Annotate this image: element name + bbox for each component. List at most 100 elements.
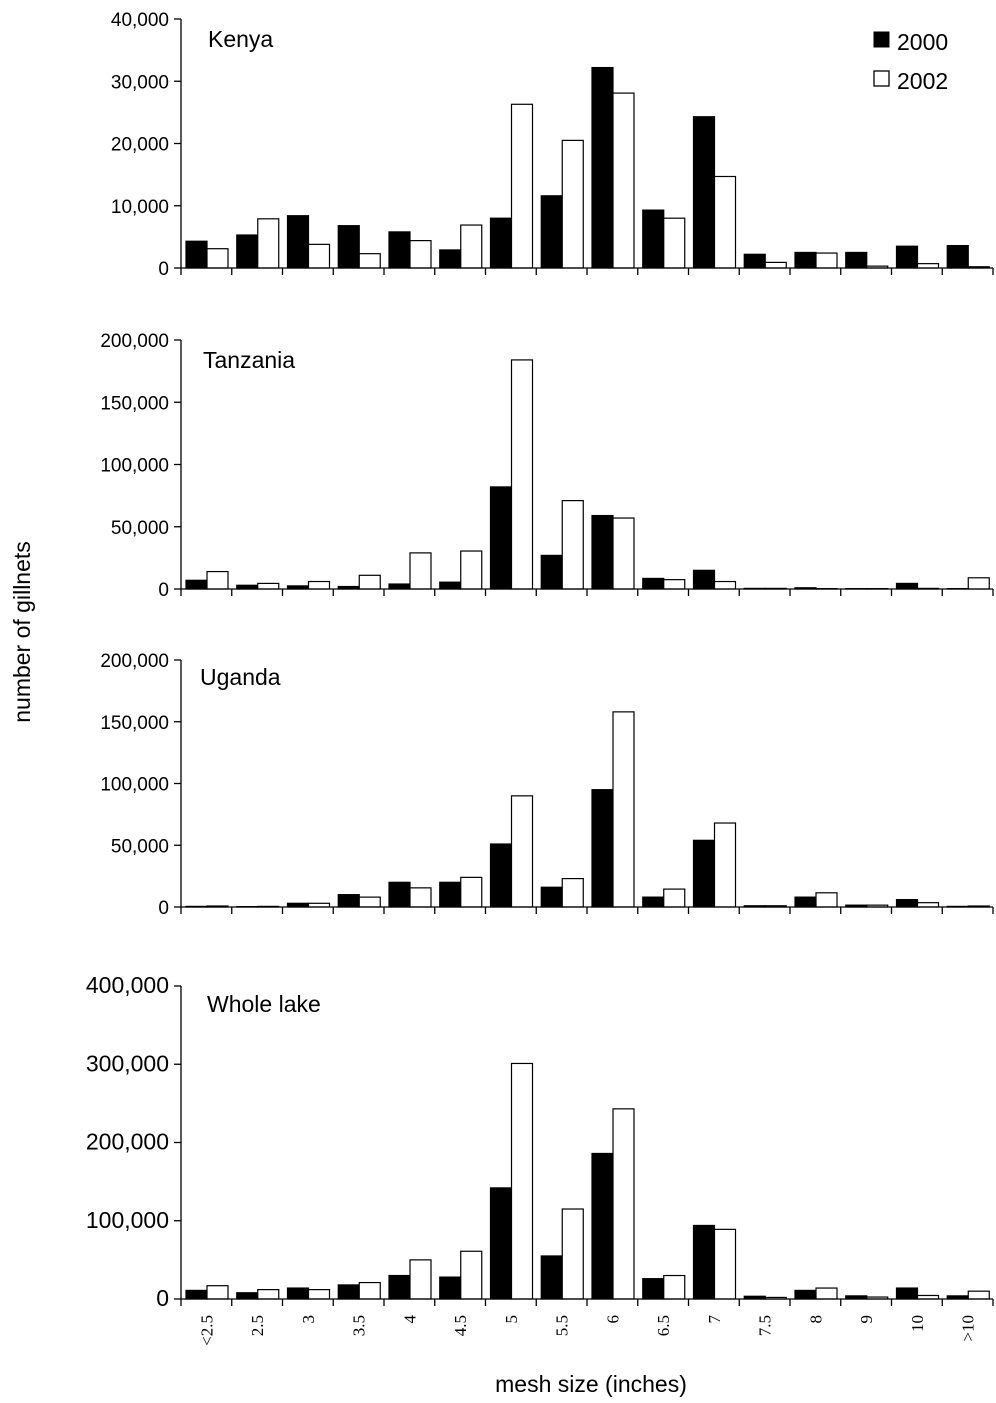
bar-tanzania-2002-gt-10 (967, 577, 990, 590)
bar-kenya-2000-gt-10 (946, 244, 969, 269)
x-category-label: 5.5 (553, 1315, 572, 1336)
bar-uganda-2000-6-5 (642, 896, 665, 908)
bar-tanzania-2000-10 (895, 582, 919, 590)
panel-tanzania: Tanzania 0 50,000 100,000 150,000 200,000 (100, 331, 994, 601)
bar-tanzania-2000-5 (489, 486, 513, 590)
bar-whole-lake-2002-6 (612, 1108, 635, 1300)
panel-kenya: Kenya 0 10,000 20,000 30,000 40,000 (111, 10, 994, 280)
bar-tanzania-2002-4-5 (460, 550, 483, 590)
bar-kenya-2002-7 (713, 175, 737, 269)
bar-tanzania-2000-7 (692, 569, 716, 590)
x-category-label: 9 (857, 1315, 876, 1324)
bar-kenya-2002-5 (510, 103, 534, 269)
bar-uganda-2000-4 (388, 881, 411, 908)
bar-whole-lake-2002-4-5 (460, 1250, 483, 1300)
y-tick-label: 400,000 (86, 972, 169, 998)
bar-kenya-2002-10 (916, 263, 940, 269)
bar-kenya-2002-3-5 (358, 253, 381, 269)
y-tick-label: 0 (156, 1285, 169, 1311)
bar-whole-lake-2000-2-5 (236, 1292, 259, 1300)
x-category-label: 10 (908, 1315, 927, 1332)
bar-kenya-2000-6 (591, 66, 614, 269)
bar-tanzania-2000-4 (388, 583, 411, 590)
bar-tanzania-2002-5 (510, 359, 534, 590)
legend: 2000 2002 (873, 29, 948, 94)
bar-uganda-2000-5 (489, 843, 513, 908)
y-tick-label: 100,000 (100, 775, 169, 796)
bar-tanzania-2000-6-5 (642, 577, 665, 590)
x-category-label: 5 (502, 1315, 521, 1324)
bar-kenya-2000-8 (794, 251, 817, 269)
x-axis-title: mesh size (inches) (495, 1371, 687, 1397)
bar-whole-lake-2000-4 (388, 1274, 411, 1300)
bar-whole-lake-2000-3-5 (337, 1284, 360, 1300)
y-tick-label: 30,000 (111, 72, 169, 93)
x-category-label: 4.5 (451, 1315, 470, 1336)
bar-kenya-2002-5-5 (561, 139, 584, 269)
bar-whole-lake-2000-lt-2-5 (185, 1289, 208, 1300)
bar-tanzania-2002-lt-2-5 (206, 570, 229, 590)
bar-whole-lake-2000-7 (692, 1224, 716, 1300)
bar-kenya-2000-6-5 (642, 209, 665, 269)
bar-whole-lake-2002-2-5 (257, 1289, 280, 1300)
bar-whole-lake-2000-8 (794, 1289, 817, 1300)
bar-kenya-2000-10 (895, 245, 919, 269)
bar-uganda-2002-7 (713, 822, 737, 908)
bar-uganda-2002-5-5 (561, 877, 584, 908)
bar-whole-lake-2000-3 (286, 1287, 310, 1300)
bar-whole-lake-2000-4-5 (439, 1276, 462, 1300)
bar-uganda-2000-8 (794, 896, 817, 908)
bar-uganda-2002-4-5 (460, 876, 483, 908)
bar-kenya-2002-2-5 (257, 218, 280, 269)
y-tick-label: 50,000 (111, 836, 169, 857)
panel-title: Kenya (208, 26, 273, 52)
y-tick-label: 200,000 (100, 651, 169, 672)
bar-whole-lake-2002-4 (409, 1259, 432, 1300)
bar-kenya-2002-lt-2-5 (206, 248, 229, 269)
bar-kenya-2000-lt-2-5 (185, 240, 208, 269)
legend-swatch-2002 (873, 70, 890, 87)
bar-uganda-2002-3-5 (358, 896, 381, 908)
bar-kenya-2002-6-5 (663, 217, 686, 269)
bar-whole-lake-2002-3 (307, 1289, 331, 1300)
panel-title: Tanzania (203, 347, 295, 373)
bar-uganda-2002-4 (409, 887, 432, 908)
bar-tanzania-2002-4 (409, 552, 432, 590)
y-tick-label: 0 (158, 898, 169, 919)
bar-tanzania-2000-6 (591, 514, 614, 590)
y-tick-label: 100,000 (100, 456, 169, 477)
panel-title: Whole lake (207, 991, 321, 1017)
x-category-label: 6.5 (654, 1315, 673, 1336)
y-tick-label: 10,000 (111, 197, 169, 218)
y-tick-label: 200,000 (86, 1129, 169, 1155)
y-tick-label: 0 (158, 259, 169, 280)
bar-whole-lake-2000-10 (895, 1287, 919, 1300)
bar-uganda-2000-6 (591, 789, 614, 908)
bar-whole-lake-2000-5 (489, 1187, 513, 1300)
bar-whole-lake-2002-gt-10 (967, 1290, 990, 1300)
bar-kenya-2000-4 (388, 231, 411, 269)
bar-tanzania-2002-5-5 (561, 500, 584, 590)
x-category-label: 8 (806, 1315, 825, 1324)
bar-uganda-2002-8 (815, 892, 838, 908)
y-tick-label: 0 (158, 580, 169, 601)
x-category-label: 7 (705, 1315, 724, 1324)
bar-whole-lake-2002-7 (713, 1228, 737, 1300)
y-tick-label: 300,000 (86, 1050, 169, 1076)
bar-kenya-2000-5 (489, 217, 513, 269)
bar-kenya-2000-3-5 (337, 225, 360, 269)
bar-uganda-2000-7 (692, 839, 716, 908)
panel-uganda: Uganda 0 50,000 100,000 150,000 200,000 (100, 651, 994, 919)
bar-whole-lake-2002-3-5 (358, 1281, 381, 1300)
bar-uganda-2000-4-5 (439, 881, 462, 908)
bar-uganda-2000-5-5 (540, 886, 563, 908)
bar-kenya-2002-4 (409, 240, 432, 269)
bar-uganda-2000-3-5 (337, 894, 360, 908)
y-tick-label: 40,000 (111, 10, 169, 31)
x-category-label: 2.5 (248, 1315, 267, 1336)
bar-kenya-2000-3 (286, 215, 310, 269)
y-axis-title: number of gillnets (9, 541, 35, 723)
y-tick-label: 20,000 (111, 135, 169, 156)
bar-whole-lake-2000-6 (591, 1152, 614, 1300)
